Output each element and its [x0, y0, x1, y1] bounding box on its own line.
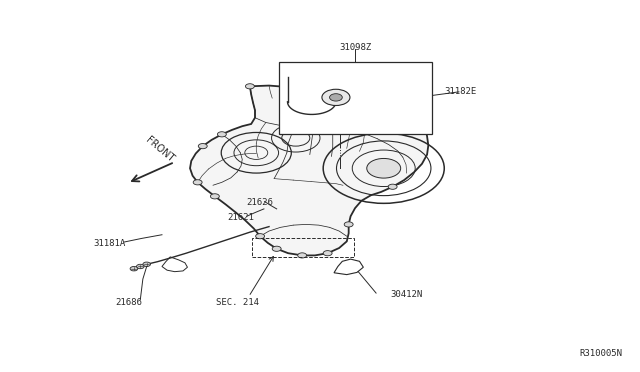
- Circle shape: [403, 108, 412, 113]
- Circle shape: [373, 95, 382, 100]
- Circle shape: [312, 94, 321, 99]
- Text: 21686: 21686: [115, 298, 142, 307]
- Text: 30412N: 30412N: [390, 291, 422, 299]
- Text: 21626: 21626: [246, 198, 273, 207]
- Circle shape: [246, 84, 254, 89]
- Circle shape: [414, 117, 423, 122]
- Circle shape: [323, 251, 332, 256]
- Text: R310005N: R310005N: [580, 349, 623, 358]
- Text: 31181A: 31181A: [93, 239, 126, 248]
- Circle shape: [198, 144, 207, 149]
- Circle shape: [272, 246, 281, 251]
- Circle shape: [211, 194, 220, 199]
- Circle shape: [284, 84, 292, 90]
- Circle shape: [322, 89, 350, 106]
- Bar: [252, 238, 355, 257]
- Text: FRONT: FRONT: [143, 135, 175, 164]
- Text: SEC. 214: SEC. 214: [216, 298, 259, 307]
- Text: 21621: 21621: [227, 213, 254, 222]
- Circle shape: [298, 253, 307, 258]
- Polygon shape: [190, 86, 428, 256]
- Circle shape: [344, 222, 353, 227]
- Circle shape: [344, 93, 353, 98]
- Circle shape: [367, 158, 401, 178]
- Bar: [278, 62, 431, 134]
- Circle shape: [255, 234, 264, 239]
- Circle shape: [420, 125, 429, 130]
- Circle shape: [388, 184, 397, 189]
- Circle shape: [143, 262, 150, 266]
- Circle shape: [218, 132, 227, 137]
- Circle shape: [130, 266, 138, 271]
- Circle shape: [193, 180, 202, 185]
- Circle shape: [330, 94, 342, 101]
- Circle shape: [136, 264, 144, 269]
- Text: 31098Z: 31098Z: [339, 43, 371, 52]
- Text: 31182E: 31182E: [444, 87, 476, 96]
